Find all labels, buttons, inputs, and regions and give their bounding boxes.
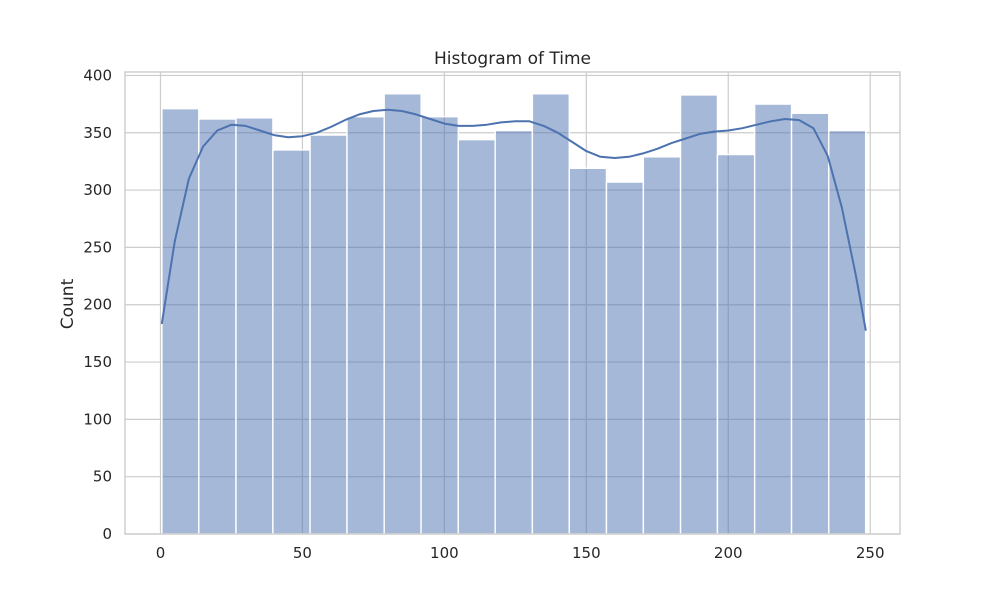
x-tick-label: 200 [714, 544, 743, 562]
kde-line [160, 108, 867, 331]
y-axis-title: Count [58, 278, 78, 329]
histogram-bar [272, 149, 311, 535]
histogram-bar [642, 156, 682, 535]
x-tick-label: 250 [856, 544, 885, 562]
chart-title: Histogram of Time [434, 49, 591, 69]
histogram-bar [420, 116, 459, 535]
y-tick-label: 100 [83, 410, 112, 428]
histogram-bar [161, 107, 200, 535]
x-tick-label: 50 [293, 544, 312, 562]
y-tick-label: 400 [83, 66, 112, 84]
kde-curve-group [160, 108, 867, 331]
histogram-bar [383, 93, 422, 535]
axes-frame [124, 71, 901, 535]
histogram-bars [161, 93, 867, 535]
x-tick-label: 0 [156, 544, 166, 562]
histogram-bar [309, 134, 348, 535]
histogram-bar [457, 138, 496, 535]
y-axis-ticks: 0 50 100 150 200 250 300 350 400 [83, 66, 112, 543]
y-tick-label: 0 [102, 525, 112, 543]
histogram-bar [531, 93, 570, 535]
x-tick-label: 100 [430, 544, 459, 562]
y-tick-label: 50 [93, 468, 112, 486]
histogram-bar [235, 117, 274, 535]
x-axis-ticks: 0 50 100 150 200 250 [156, 544, 885, 562]
y-tick-label: 250 [83, 238, 112, 256]
histogram-bar [716, 153, 756, 535]
histogram-bar [605, 181, 645, 535]
histogram-bar [346, 116, 385, 535]
y-tick-label: 300 [83, 181, 112, 199]
histogram-bar [828, 129, 867, 535]
y-tick-label: 200 [83, 296, 112, 314]
histogram-bar [753, 103, 793, 535]
histogram-bar [790, 112, 830, 535]
histogram-bar [198, 118, 237, 535]
y-tick-label: 150 [83, 353, 112, 371]
y-tick-label: 350 [83, 124, 112, 142]
x-tick-label: 150 [572, 544, 601, 562]
histogram-bar [568, 167, 608, 535]
histogram-bar [494, 129, 534, 535]
plot-frame [124, 71, 901, 535]
histogram-bar [679, 94, 719, 535]
